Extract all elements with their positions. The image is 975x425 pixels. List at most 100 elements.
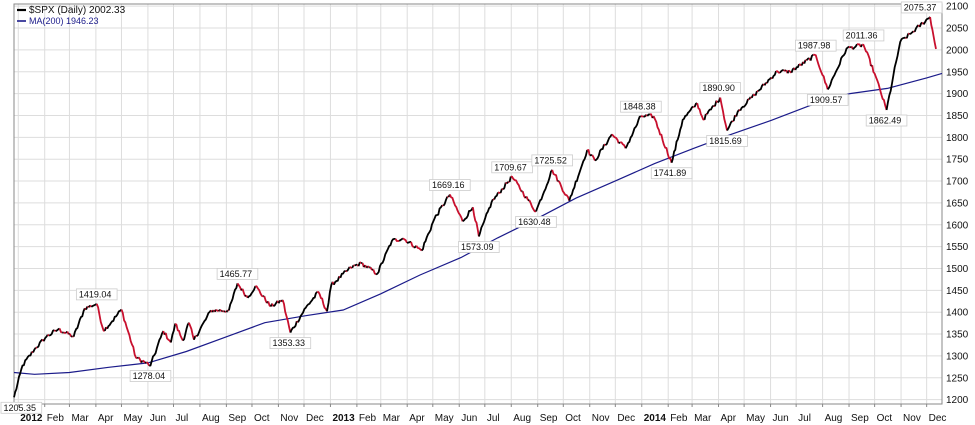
- price-segment-up: [604, 133, 613, 146]
- price-segment-up: [339, 270, 346, 279]
- price-segment-down: [907, 32, 910, 35]
- price-segment-down: [145, 361, 150, 367]
- price-segment-up: [193, 335, 197, 340]
- annotation-label: 1205.35: [4, 403, 37, 413]
- price-segment-up: [754, 90, 758, 96]
- annotation-box: [129, 370, 172, 382]
- price-annotations: 1205.35 1419.04 1278.04 1465.77 1353.33 1669.…: [0, 1, 943, 414]
- x-tick-label: Nov: [280, 413, 298, 424]
- annotation-box: [706, 135, 748, 147]
- price-segment-up: [225, 309, 229, 313]
- price-segment-down: [472, 207, 480, 237]
- x-tick-label: Feb: [359, 413, 377, 424]
- y-tick-label: 1200: [946, 395, 969, 406]
- price-segment-down: [316, 290, 328, 312]
- price-segment-down: [241, 288, 246, 297]
- price-segment-down: [719, 97, 728, 131]
- price-segment-up: [333, 276, 340, 286]
- price-segment-up: [735, 109, 740, 117]
- y-tick-label: 1350: [946, 330, 969, 341]
- annotation-box: [806, 94, 849, 106]
- price-segment-down: [848, 45, 851, 49]
- price-segment-down: [222, 310, 225, 313]
- y-tick-label: 1700: [946, 177, 969, 188]
- annotation-label: 2075.37: [904, 2, 937, 12]
- x-tick-label: Jul: [176, 413, 189, 424]
- price-segment-down: [620, 141, 627, 149]
- price-segment-down: [394, 238, 400, 242]
- price-segment-down: [551, 169, 559, 182]
- spx-price-series: [13, 16, 937, 398]
- annotation-1987.98: 1987.98: [795, 39, 837, 52]
- annotation-label: 1419.04: [79, 289, 112, 299]
- price-segment-up: [442, 196, 449, 207]
- annotation-1205.35: 1205.35: [0, 401, 43, 414]
- price-segment-up: [706, 104, 715, 115]
- annotation-box: [491, 161, 533, 174]
- price-segment-down: [367, 265, 370, 269]
- price-segment-up: [32, 347, 37, 353]
- price-segment-down: [929, 16, 937, 50]
- price-segment-up: [852, 43, 858, 50]
- x-tick-label: Apr: [721, 413, 737, 424]
- x-tick-label: 2012: [20, 413, 43, 424]
- price-segment-down: [525, 196, 529, 201]
- price-segment-down: [236, 282, 243, 291]
- annotation-label: 2011.36: [846, 30, 878, 40]
- annotation-box: [531, 154, 573, 167]
- price-segment-up: [618, 141, 621, 145]
- annotation-label: 1669.16: [432, 180, 465, 190]
- price-segment-up: [826, 45, 850, 90]
- price-segment-down: [611, 133, 620, 144]
- annotation-1669.16: 1669.16: [429, 179, 471, 191]
- annotation-box: [842, 29, 885, 42]
- price-segment-down: [510, 175, 523, 192]
- annotation-box: [620, 100, 662, 113]
- annotation-label: 1630.48: [518, 217, 551, 227]
- price-segment-up: [346, 266, 351, 272]
- annotation-1862.49: 1862.49: [865, 114, 908, 127]
- annotation-2075.37: 2075.37: [900, 1, 943, 14]
- price-segment-up: [506, 181, 510, 185]
- price-segment-up: [247, 285, 257, 299]
- price-segment-up: [478, 198, 494, 237]
- price-segment-up: [140, 360, 144, 364]
- price-segment-up: [196, 309, 212, 337]
- price-segment-down: [224, 310, 227, 313]
- x-tick-label: Aug: [825, 413, 843, 424]
- x-tick-label: Dec: [929, 413, 947, 424]
- annotation-label: 1890.90: [702, 83, 735, 93]
- x-tick-label: Feb: [47, 413, 65, 424]
- price-segment-up: [703, 113, 707, 120]
- annotation-box: [699, 82, 741, 94]
- x-tick-label: Jun: [773, 413, 789, 424]
- price-segment-up: [375, 237, 396, 276]
- price-segment-up: [909, 30, 914, 35]
- annotation-1465.77: 1465.77: [216, 268, 259, 280]
- price-segment-up: [90, 303, 98, 308]
- price-segment-up: [508, 176, 512, 183]
- annotation-label: 1987.98: [798, 41, 831, 51]
- annotation-box: [795, 39, 837, 52]
- x-axis-ticks: 2012 Feb Mar Apr May Jun Jul Aug Sep Oct Nov Dec 201…: [17, 404, 947, 424]
- price-segment-down: [415, 245, 423, 252]
- annotation-box: [900, 1, 943, 14]
- price-segment-down: [449, 194, 464, 222]
- annotation-1278.04: 1278.04: [129, 370, 172, 382]
- price-segment-up: [794, 63, 800, 71]
- x-tick-label: Nov: [592, 413, 610, 424]
- price-segment-down: [861, 43, 872, 67]
- x-tick-label: 2014: [644, 413, 667, 424]
- price-segment-down: [813, 53, 829, 90]
- annotation-label: 1815.69: [709, 136, 742, 146]
- price-segment-up: [365, 265, 369, 269]
- price-segment-down: [69, 333, 72, 337]
- price-segment-up: [289, 320, 298, 333]
- x-tick-label: Sep: [228, 413, 246, 424]
- price-segment-down: [871, 65, 888, 111]
- price-segment-down: [255, 285, 264, 298]
- annotation-box: [865, 114, 908, 127]
- annotation-1890.90: 1890.90: [699, 82, 741, 94]
- price-segment-down: [747, 98, 750, 101]
